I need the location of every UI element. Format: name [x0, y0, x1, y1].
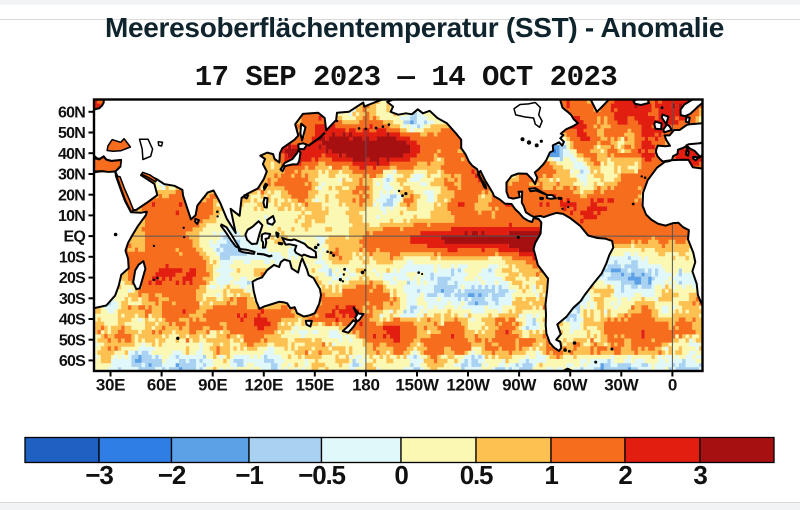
- svg-text:60W: 60W: [553, 376, 588, 395]
- svg-text:30S: 30S: [59, 291, 86, 308]
- svg-text:1: 1: [544, 460, 558, 490]
- svg-text:3: 3: [693, 460, 707, 490]
- svg-text:EQ: EQ: [63, 229, 85, 246]
- svg-text:90E: 90E: [198, 376, 227, 395]
- svg-text:90W: 90W: [502, 376, 537, 395]
- svg-text:60E: 60E: [147, 376, 176, 395]
- svg-text:60N: 60N: [58, 104, 85, 121]
- svg-text:60S: 60S: [59, 353, 86, 370]
- svg-text:−1: −1: [235, 460, 263, 490]
- svg-text:−0.5: −0.5: [298, 460, 345, 490]
- svg-text:20S: 20S: [59, 270, 86, 287]
- svg-text:40N: 40N: [58, 146, 85, 163]
- svg-text:10N: 10N: [58, 208, 85, 225]
- svg-text:120E: 120E: [245, 376, 284, 395]
- svg-text:30N: 30N: [58, 167, 85, 184]
- svg-text:10S: 10S: [59, 249, 86, 266]
- svg-text:2: 2: [618, 460, 632, 490]
- svg-text:50S: 50S: [59, 332, 86, 349]
- svg-text:120W: 120W: [446, 376, 490, 395]
- svg-text:−3: −3: [85, 460, 113, 490]
- svg-text:30E: 30E: [96, 376, 125, 395]
- svg-text:30W: 30W: [604, 376, 639, 395]
- svg-text:0: 0: [394, 460, 408, 490]
- svg-text:150E: 150E: [296, 376, 335, 395]
- svg-text:0: 0: [668, 376, 677, 395]
- svg-text:180: 180: [352, 376, 379, 395]
- svg-text:−2: −2: [158, 460, 186, 490]
- svg-text:20N: 20N: [58, 187, 85, 204]
- svg-text:50N: 50N: [58, 125, 85, 142]
- svg-text:40S: 40S: [59, 312, 86, 329]
- svg-text:150W: 150W: [395, 376, 439, 395]
- svg-text:0.5: 0.5: [460, 460, 493, 490]
